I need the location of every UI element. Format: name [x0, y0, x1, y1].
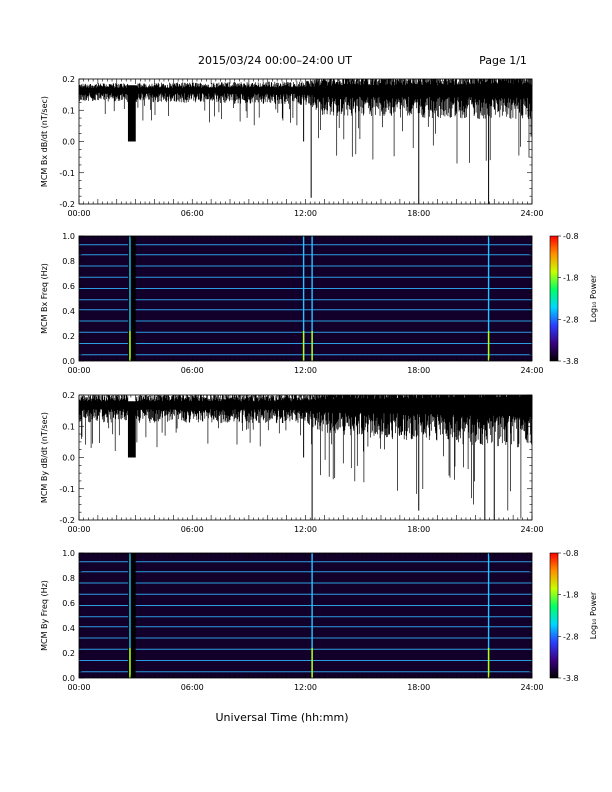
- y-axis: 0.2 0.1 0.0 -0.1 -0.2 MCM Bx dB/dt (nT/sec): [40, 75, 532, 209]
- y-tick-label: 0.1: [62, 106, 75, 115]
- panels: 0.2 0.1 0.0 -0.1 -0.2 MCM Bx dB/dt (nT/sec) 00…: [40, 75, 598, 692]
- heatmap-background: [79, 236, 532, 361]
- heatmap-cells: [79, 236, 532, 361]
- y-tick-label: 0.2: [62, 75, 75, 84]
- y-tick-label: -0.1: [59, 169, 75, 178]
- figure-title: 2015/03/24 00:00–24:00 UT: [198, 54, 352, 67]
- y-tick-label: -0.2: [59, 200, 75, 209]
- x-tick-label: 06:00: [181, 209, 204, 218]
- y-axis-label: MCM Bx dB/dt (nT/sec): [40, 96, 49, 187]
- x-tick-label: 24:00: [520, 209, 543, 218]
- y-tick-label: 0.0: [62, 138, 75, 147]
- x-tick-label: 18:00: [407, 209, 430, 218]
- series-trace: [78, 79, 533, 164]
- x-axis: 00:00 06:00 12:00 18:00 24:00: [67, 79, 544, 218]
- page-number: Page 1/1: [479, 54, 527, 67]
- x-tick-label: 12:00: [294, 209, 317, 218]
- series-line: [78, 79, 533, 204]
- x-tick-label: 00:00: [67, 209, 90, 218]
